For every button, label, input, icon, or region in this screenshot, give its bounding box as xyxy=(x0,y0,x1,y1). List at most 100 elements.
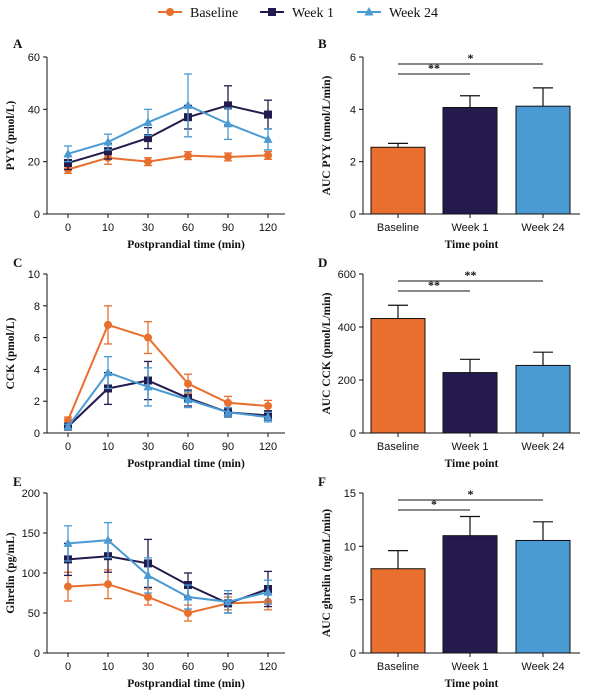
data-point xyxy=(264,401,272,410)
x-tick-label: 120 xyxy=(259,441,277,453)
data-point xyxy=(103,535,113,544)
x-tick-label: 90 xyxy=(222,222,234,234)
legend-marker xyxy=(268,8,276,16)
y-tick-label: 0 xyxy=(34,648,40,660)
x-tick-label: 10 xyxy=(102,441,114,453)
significance-label: * xyxy=(468,51,474,65)
x-tick-label: 0 xyxy=(65,222,71,234)
bar xyxy=(370,146,426,215)
data-point xyxy=(63,148,73,158)
legend-label: Baseline xyxy=(190,6,238,21)
series-week-24 xyxy=(63,521,273,614)
y-tick-label: 40 xyxy=(28,104,40,116)
y-tick-label: 0 xyxy=(350,209,356,221)
bar xyxy=(515,105,571,215)
data-point xyxy=(103,137,113,146)
y-tick-label: 200 xyxy=(338,375,356,387)
y-tick-label: 60 xyxy=(28,52,40,64)
y-tick-label: 20 xyxy=(28,157,40,169)
data-point xyxy=(104,147,112,156)
data-point xyxy=(64,158,72,167)
panel-label: E xyxy=(13,474,22,489)
panel-d: D 0 200 400 600 AUC CCK (pmol/L/min) Baseline W… xyxy=(318,255,580,470)
x-tick-label: Week 24 xyxy=(521,222,564,234)
panel-f: F 0 5 10 15 AUC ghrelin (ng/mL/min) Baseline We… xyxy=(318,474,580,690)
data-point xyxy=(143,381,153,391)
y-axis-label: CCK (pmol/L) xyxy=(5,317,17,389)
series-line xyxy=(67,583,269,615)
panel-label: F xyxy=(318,474,326,489)
y-tick-label: 0 xyxy=(34,209,40,221)
significance-label: ** xyxy=(428,278,440,292)
x-axis-label: Postprandial time (min) xyxy=(127,678,245,690)
y-tick-label: 4 xyxy=(350,104,356,116)
bar xyxy=(442,107,498,215)
panel-a: A 0 20 40 60 PYY (pmol/L) 0 10 30 60 90 120 Postpran… xyxy=(5,36,285,251)
legend-marker xyxy=(364,7,374,16)
bar xyxy=(370,568,426,654)
series-week-24 xyxy=(63,356,273,431)
y-axis-label: PYY (pmol/L) xyxy=(5,101,17,171)
y-axis-label: Ghrelin (pg/mL) xyxy=(5,532,17,613)
y-tick-label: 600 xyxy=(338,269,356,281)
x-tick-label: 10 xyxy=(102,661,114,673)
y-axis-label: AUC PYY (nmol/L/min) xyxy=(321,75,333,195)
x-axis-label: Time point xyxy=(445,458,499,470)
legend-marker xyxy=(166,8,174,16)
x-tick-label: 30 xyxy=(142,222,154,234)
series-week-24 xyxy=(63,73,273,163)
data-point xyxy=(143,570,153,579)
significance-label: * xyxy=(431,497,437,511)
bar xyxy=(370,318,426,434)
y-tick-label: 15 xyxy=(344,488,356,500)
significance-label: ** xyxy=(465,268,477,282)
data-point xyxy=(64,582,72,591)
series-line xyxy=(67,555,269,605)
x-tick-label: Week 1 xyxy=(451,441,488,453)
x-tick-label: 0 xyxy=(65,441,71,453)
data-point xyxy=(144,134,152,143)
y-tick-label: 8 xyxy=(34,301,40,313)
x-tick-label: 90 xyxy=(222,661,234,673)
series-baseline xyxy=(64,569,272,622)
y-tick-label: 0 xyxy=(34,428,40,440)
data-point xyxy=(223,118,233,128)
data-point xyxy=(264,110,272,119)
y-tick-label: 200 xyxy=(22,488,40,500)
series-line xyxy=(67,104,269,164)
panel-label: B xyxy=(318,36,327,51)
y-axis-label: AUC ghrelin (ng/mL/min) xyxy=(321,509,333,637)
panel-c: C 0 2 4 6 8 10 CCK (pmol/L) 0 10 30 60 90 120 Postpran… xyxy=(5,255,285,470)
x-tick-label: Baseline xyxy=(377,441,419,453)
series-week-1 xyxy=(64,360,272,431)
data-point xyxy=(263,587,273,596)
x-tick-label: Baseline xyxy=(377,661,419,673)
legend-label: Week 1 xyxy=(292,6,334,21)
x-tick-label: 120 xyxy=(259,661,277,673)
y-tick-label: 2 xyxy=(34,396,40,408)
data-point xyxy=(143,117,153,126)
x-tick-label: Week 1 xyxy=(451,661,488,673)
bar xyxy=(515,364,571,434)
data-point xyxy=(63,421,73,431)
y-tick-label: 150 xyxy=(22,528,40,540)
x-axis-label: Time point xyxy=(445,239,499,251)
y-tick-label: 6 xyxy=(350,52,356,64)
data-point xyxy=(184,379,192,388)
data-point xyxy=(263,134,273,143)
y-tick-label: 10 xyxy=(28,269,40,281)
series-line xyxy=(67,154,269,171)
data-point xyxy=(103,367,113,377)
data-point xyxy=(183,394,193,404)
series-line xyxy=(67,371,269,428)
series-line xyxy=(67,104,269,155)
bar xyxy=(515,539,571,654)
x-tick-label: 90 xyxy=(222,441,234,453)
x-tick-label: Baseline xyxy=(377,222,419,234)
data-point xyxy=(224,152,232,161)
bar xyxy=(442,535,498,654)
data-point xyxy=(184,151,192,160)
panel-e: E 0 50 100 150 200 Ghrelin (pg/mL) 0 10 30 60 90 120… xyxy=(5,474,285,690)
data-point xyxy=(223,596,233,606)
x-tick-label: 60 xyxy=(182,222,194,234)
